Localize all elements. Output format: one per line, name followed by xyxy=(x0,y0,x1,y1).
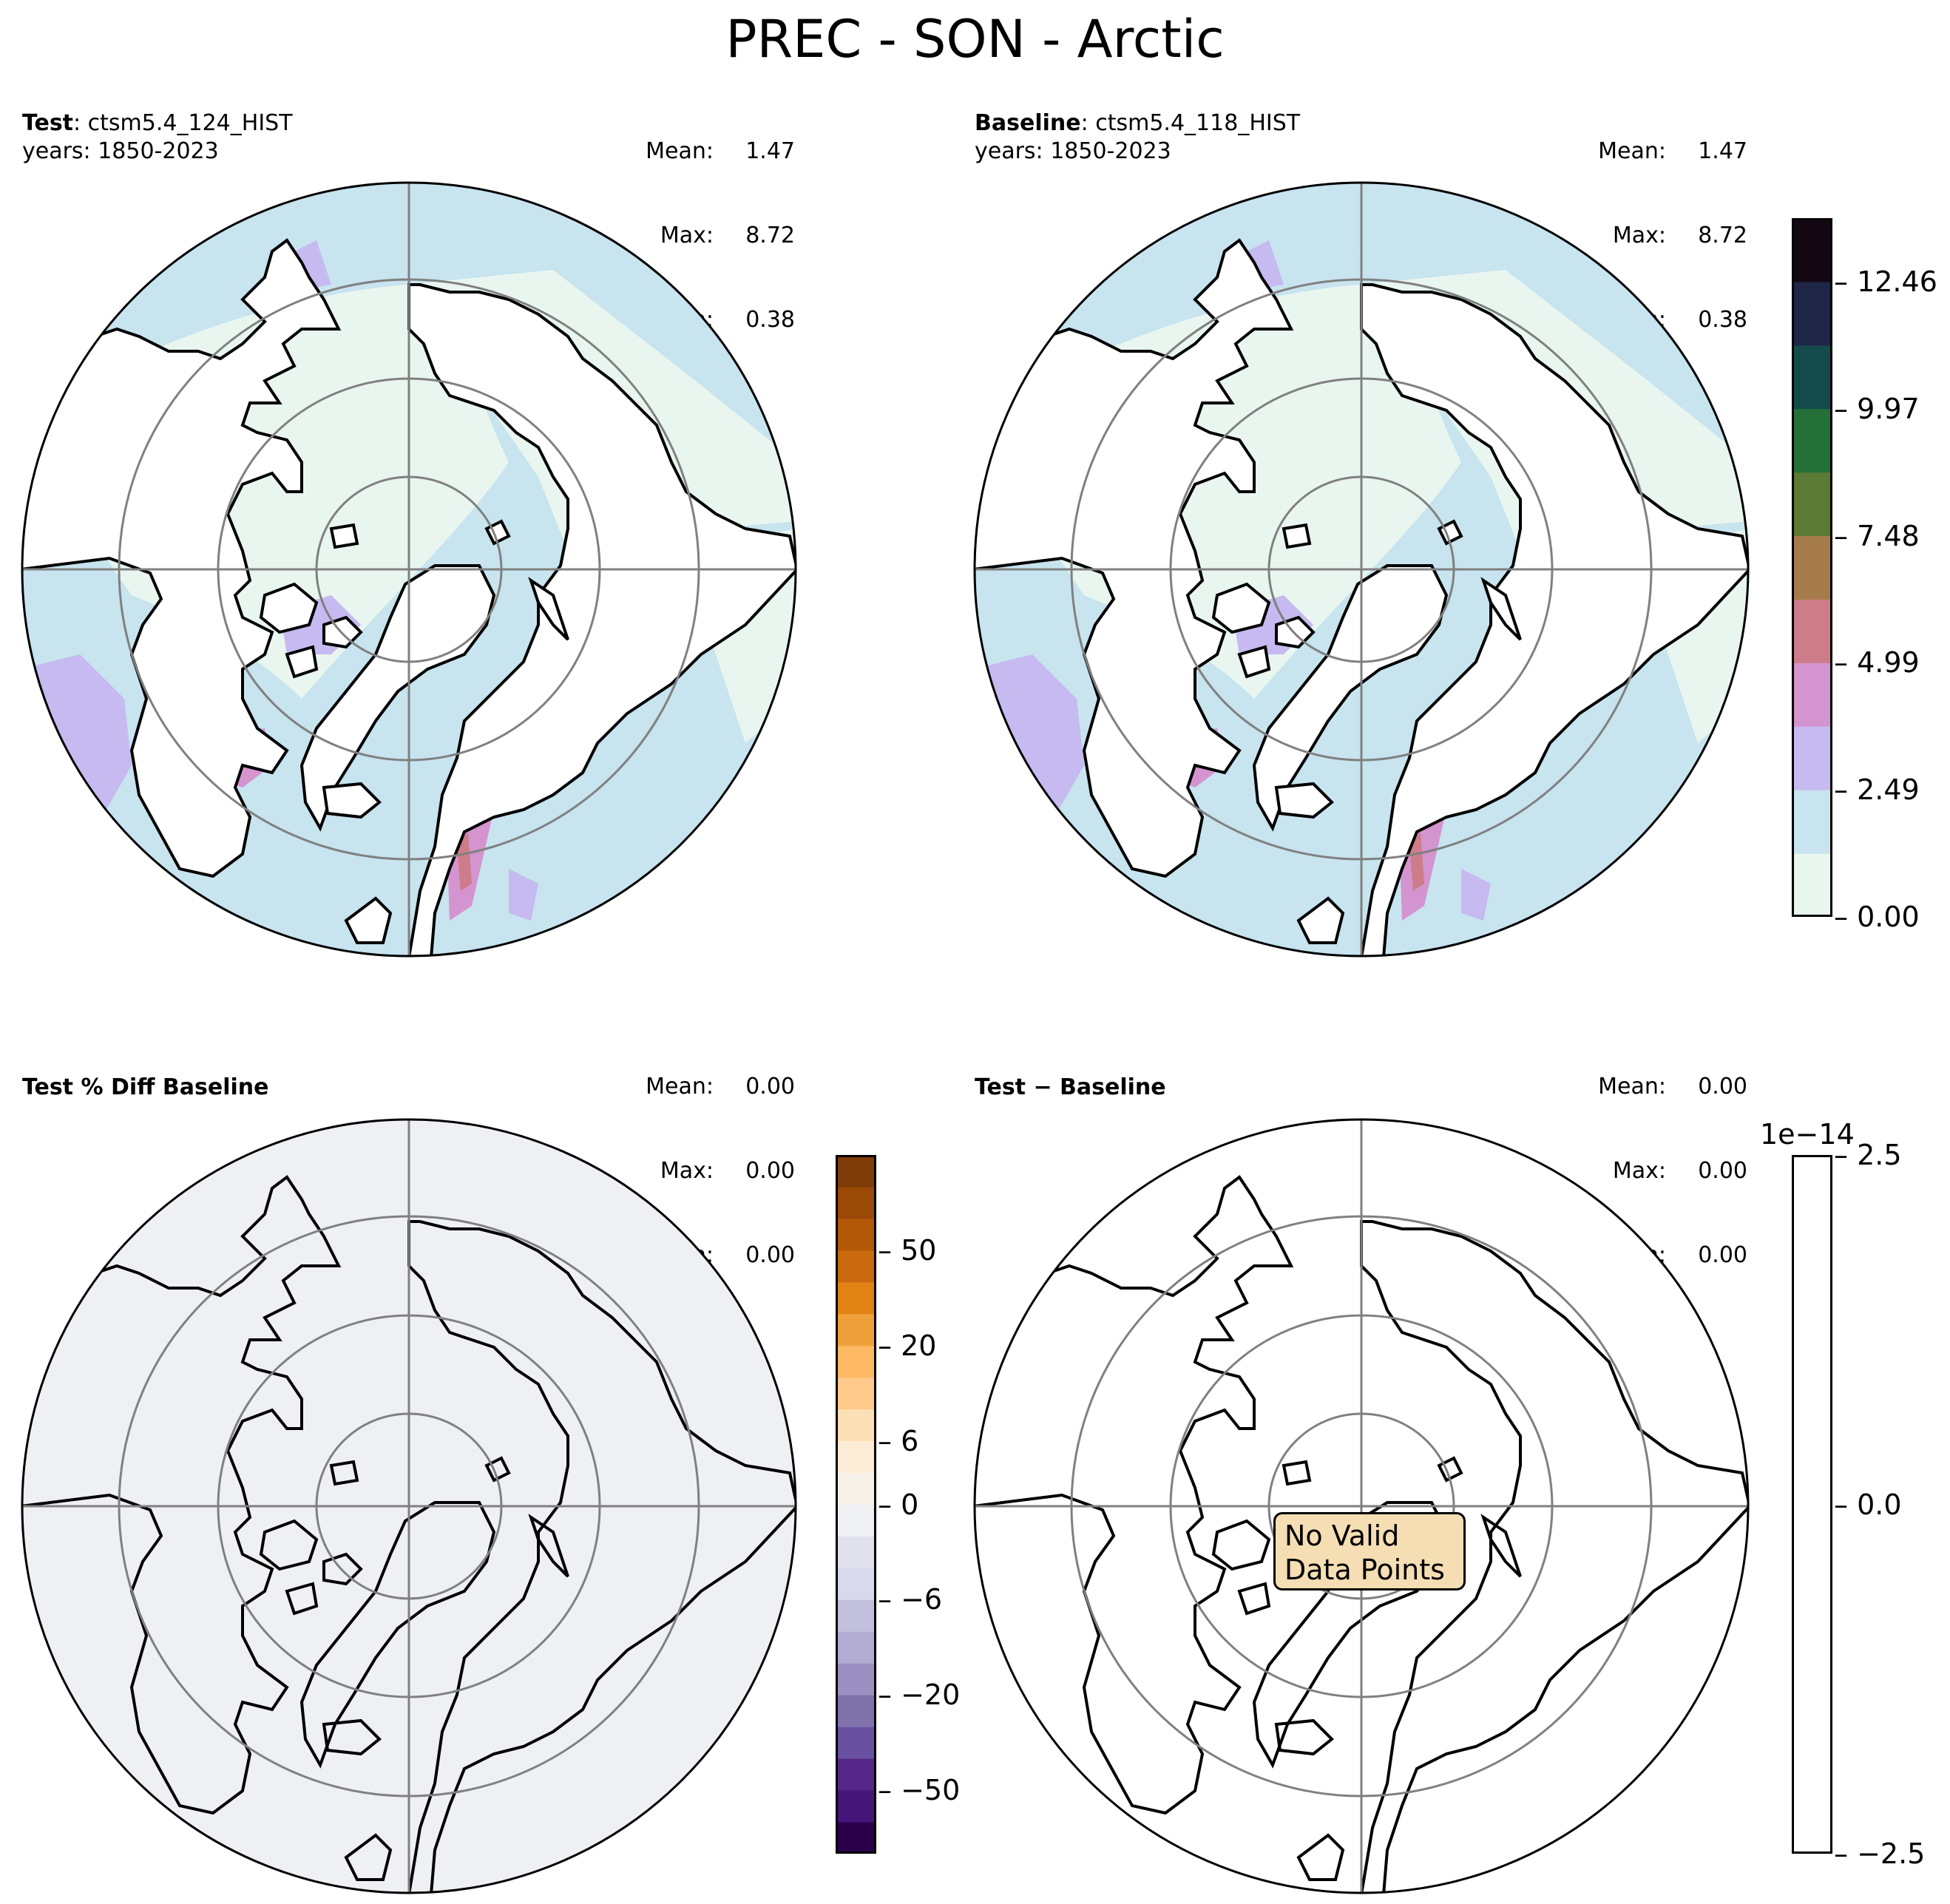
colorbar-segment xyxy=(836,1250,876,1283)
colorbar-segment xyxy=(1792,218,1832,282)
colorbar-segment xyxy=(1792,853,1832,917)
mean-label: Mean: xyxy=(646,1074,714,1100)
mean-label: Mean: xyxy=(646,138,714,164)
colorbar-segment xyxy=(1792,535,1832,600)
colorbar-segment xyxy=(1792,281,1832,346)
colorbar-segment xyxy=(1792,663,1832,727)
min-value: 0.00 xyxy=(1698,1242,1747,1268)
colorbar-tick-label: – −50 xyxy=(878,1774,961,1807)
diff-stats: Mean:0.00 Max:0.00 Min:0.00 xyxy=(1566,1017,1747,1298)
colorbar-tick-label: – 2.49 xyxy=(1834,773,1920,807)
colorbar-segment xyxy=(836,1504,876,1537)
figure-title: PREC - SON - Arctic xyxy=(725,9,1225,70)
colorbar-segment xyxy=(836,1695,876,1727)
diff-colorbar xyxy=(1792,1155,1832,1854)
max-value: 8.72 xyxy=(745,223,795,248)
colorbar-segment xyxy=(836,1281,876,1315)
diff-panel-title: Test − Baseline xyxy=(975,1074,1166,1102)
max-label: Max: xyxy=(1612,223,1666,248)
colorbar-segment xyxy=(836,1313,876,1346)
baseline-label: Baseline xyxy=(975,110,1081,136)
colorbar-segment xyxy=(836,1218,876,1251)
colorbar-segment xyxy=(836,1790,876,1823)
colorbar-segment xyxy=(836,1663,876,1695)
mean-value: 1.47 xyxy=(745,138,795,164)
test-panel-title: Test: ctsm5.4_124_HIST years: 1850-2023 xyxy=(22,109,293,166)
colorbar-segment xyxy=(1792,726,1832,790)
colorbar-segment xyxy=(836,1822,876,1854)
colorbar-tick-label: – 0.0 xyxy=(1834,1488,1902,1521)
min-value: 0.00 xyxy=(745,1242,795,1268)
map-boundary xyxy=(973,181,1750,958)
diff-label: Test − Baseline xyxy=(975,1074,1166,1100)
colorbar-segment xyxy=(836,1631,876,1664)
baseline-case-name: : ctsm5.4_118_HIST xyxy=(1080,110,1301,136)
min-value: 0.38 xyxy=(1698,307,1747,333)
mean-value: 0.00 xyxy=(1698,1074,1747,1100)
colorbar-segment xyxy=(1792,408,1832,473)
colorbar-segment xyxy=(836,1758,876,1791)
colorbar-tick-label: – 6 xyxy=(878,1424,919,1457)
colorbar-tick-label: – 0.00 xyxy=(1834,901,1920,933)
map-boundary xyxy=(21,181,797,958)
min-value: 0.38 xyxy=(745,307,795,333)
map-boundary xyxy=(21,1118,797,1894)
pct-colorbar xyxy=(836,1155,876,1854)
mean-label: Mean: xyxy=(1598,1074,1666,1100)
colorbar-tick-label: – 0 xyxy=(878,1488,919,1521)
colorbar-segment xyxy=(836,1409,876,1442)
max-label: Max: xyxy=(1612,1158,1666,1184)
pct-diff-map xyxy=(21,1118,797,1894)
colorbar-segment xyxy=(836,1568,876,1600)
colorbar-segment xyxy=(836,1186,876,1219)
baseline-map xyxy=(973,181,1750,958)
colorbar-segment xyxy=(1792,599,1832,663)
max-label: Max: xyxy=(660,223,714,248)
colorbar-tick-label: – −2.5 xyxy=(1834,1837,1926,1870)
colorbar-tick-label: – 7.48 xyxy=(1834,519,1920,552)
colorbar-segment xyxy=(836,1377,876,1410)
colorbar-tick-label: – 4.99 xyxy=(1834,646,1920,680)
test-label: Test xyxy=(22,110,74,136)
precip-colorbar xyxy=(1792,218,1832,917)
pct-diff-panel-title: Test % Diff Baseline xyxy=(22,1074,269,1102)
colorbar-tick-label: – 50 xyxy=(878,1233,937,1267)
colorbar-segment xyxy=(1792,345,1832,410)
colorbar-tick-label: – 12.46 xyxy=(1834,265,1937,298)
colorbar-tick-label: – 20 xyxy=(878,1329,937,1362)
mean-value: 1.47 xyxy=(1698,138,1747,164)
max-value: 8.72 xyxy=(1698,223,1747,248)
colorbar-segment xyxy=(1792,790,1832,854)
baseline-years: years: 1850-2023 xyxy=(975,138,1171,164)
colorbar-segment xyxy=(836,1599,876,1632)
colorbar-tick-label: – 9.97 xyxy=(1834,392,1920,425)
diff-map xyxy=(973,1118,1750,1894)
test-years: years: 1850-2023 xyxy=(22,138,219,164)
colorbar-tick-label: – −6 xyxy=(878,1583,943,1616)
colorbar-segment xyxy=(836,1472,876,1505)
colorbar-segment xyxy=(836,1155,876,1188)
colorbar-segment xyxy=(836,1536,876,1568)
colorbar-segment xyxy=(836,1345,876,1378)
diff-colorbar-offset: 1e−14 xyxy=(1760,1118,1855,1151)
colorbar-tick-label: – −20 xyxy=(878,1678,961,1712)
colorbar-segment xyxy=(836,1727,876,1759)
mean-label: Mean: xyxy=(1598,138,1666,164)
mean-value: 0.00 xyxy=(745,1074,795,1100)
colorbar-segment xyxy=(1792,472,1832,537)
test-case-name: : ctsm5.4_124_HIST xyxy=(73,110,293,136)
baseline-panel-title: Baseline: ctsm5.4_118_HIST years: 1850-2… xyxy=(975,109,1300,166)
max-value: 0.00 xyxy=(745,1158,795,1184)
no-valid-data-message: No Valid Data Points xyxy=(1273,1512,1466,1590)
colorbar-tick-label: – 2.5 xyxy=(1834,1139,1902,1171)
max-label: Max: xyxy=(660,1158,714,1184)
pct-diff-label: Test % Diff Baseline xyxy=(22,1074,269,1100)
test-map xyxy=(21,181,797,958)
max-value: 0.00 xyxy=(1698,1158,1747,1184)
map-boundary xyxy=(973,1118,1750,1894)
colorbar-segment xyxy=(836,1440,876,1474)
